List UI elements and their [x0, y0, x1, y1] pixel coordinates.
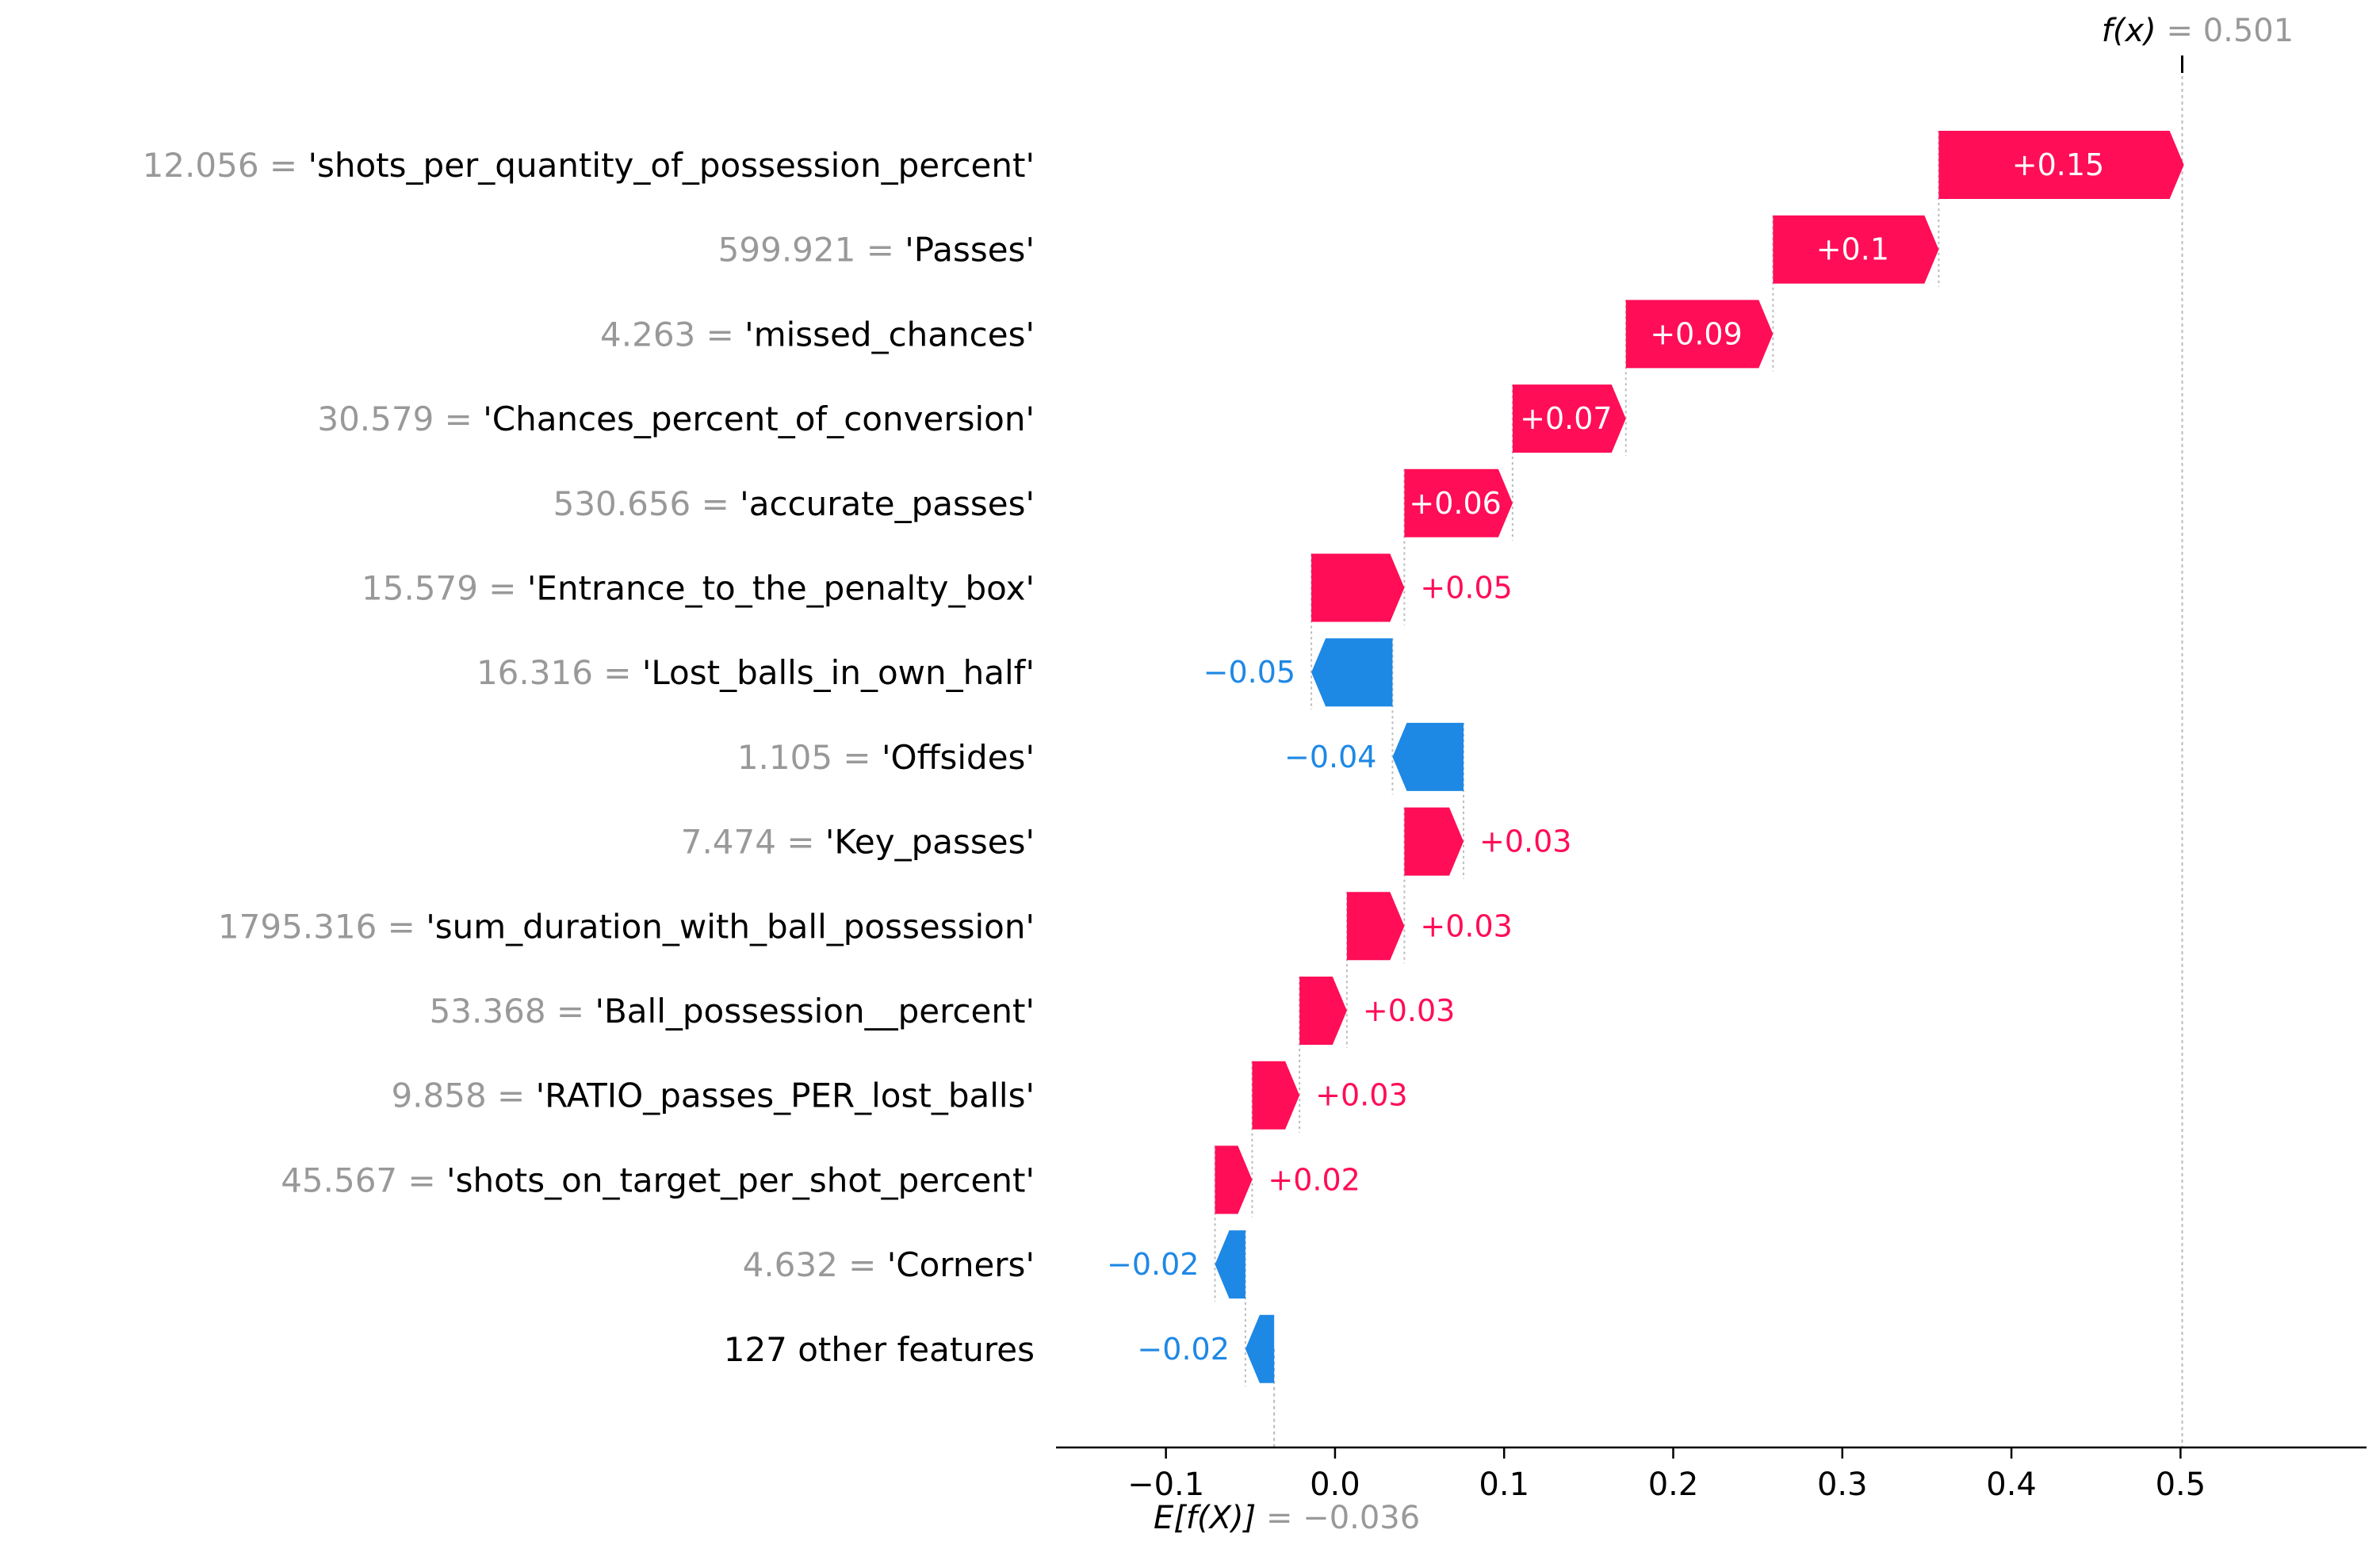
x-tick-label: −0.1 — [1127, 1466, 1204, 1503]
feature-labels: 12.056 = 'shots_per_quantity_of_possessi… — [143, 146, 1035, 1369]
feature-name: 127 other features — [724, 1330, 1035, 1369]
bar-13 — [1215, 1145, 1253, 1214]
feature-name: 'shots_per_quantity_of_possession_percen… — [308, 146, 1035, 185]
bar-label-10: +0.03 — [1420, 908, 1512, 943]
feature-name: 'Ball_possession__percent' — [595, 992, 1035, 1031]
bar-label-15: −0.02 — [1137, 1332, 1229, 1367]
x-tick-label: 0.4 — [1986, 1466, 2037, 1503]
feature-name: 'Passes' — [905, 231, 1035, 270]
bar-4 — [1512, 384, 1626, 453]
bar-15 — [1245, 1314, 1275, 1383]
bar-label-7: −0.05 — [1203, 655, 1295, 690]
bar-3 — [1625, 300, 1774, 369]
base-label-value: = −0.036 — [1256, 1500, 1420, 1536]
feature-name: 'RATIO_passes_PER_lost_balls' — [536, 1076, 1035, 1115]
guide-lines — [1214, 55, 2184, 1447]
feature-value: 15.579 = — [362, 569, 527, 608]
feature-label-11: 53.368 = 'Ball_possession__percent' — [430, 992, 1035, 1031]
bar-label-1: +0.15 — [2012, 147, 2104, 182]
feature-value: 4.263 = — [600, 315, 744, 354]
feature-name: 'Lost_balls_in_own_half' — [642, 653, 1035, 692]
feature-label-15: 127 other features — [724, 1330, 1035, 1369]
feature-name: 'shots_on_target_per_shot_percent' — [446, 1161, 1035, 1199]
feature-value: 530.656 = — [553, 484, 740, 523]
fx-label-value: = 0.501 — [2156, 13, 2294, 49]
feature-label-4: 30.579 = 'Chances_percent_of_conversion' — [317, 400, 1035, 438]
feature-label-7: 16.316 = 'Lost_balls_in_own_half' — [476, 653, 1035, 692]
feature-value: 4.632 = — [743, 1245, 887, 1284]
bar-value-labels: +0.15 +0.1 +0.09 +0.07 +0.06 +0.05 −0.05 −0.04 +… — [1107, 147, 2104, 1367]
bar-label-2: +0.1 — [1816, 232, 1889, 267]
bar-label-12: +0.03 — [1315, 1078, 1407, 1113]
feature-label-2: 599.921 = 'Passes' — [718, 231, 1035, 270]
x-tick-label: 0.0 — [1310, 1466, 1360, 1503]
feature-value: 9.858 = — [391, 1076, 535, 1115]
feature-value: 30.579 = — [317, 400, 483, 438]
feature-label-5: 530.656 = 'accurate_passes' — [553, 484, 1035, 523]
feature-value: 1.105 = — [737, 738, 882, 777]
fx-label-prefix: f(x) — [2102, 13, 2156, 49]
bar-5 — [1404, 468, 1513, 537]
feature-name: 'Entrance_to_the_penalty_box' — [527, 569, 1035, 608]
feature-value: 599.921 = — [718, 231, 905, 270]
feature-value: 1795.316 = — [218, 907, 426, 946]
bar-label-4: +0.07 — [1520, 401, 1612, 436]
feature-name: 'Corners' — [887, 1245, 1035, 1284]
feature-value: 12.056 = — [143, 146, 308, 185]
bar-label-3: +0.09 — [1650, 316, 1742, 351]
base-label-prefix: E[f(X)] — [1154, 1500, 1256, 1536]
base-value-label: E[f(X)] = −0.036 — [1154, 1500, 1420, 1536]
bar-11 — [1299, 977, 1347, 1045]
feature-label-14: 4.632 = 'Corners' — [743, 1245, 1035, 1284]
bar-label-5: +0.06 — [1409, 486, 1501, 521]
bar-7 — [1311, 638, 1393, 707]
bar-12 — [1252, 1061, 1300, 1130]
bar-10 — [1346, 892, 1405, 961]
x-tick-label: 0.3 — [1817, 1466, 1868, 1503]
feature-label-10: 1795.316 = 'sum_duration_with_ball_posse… — [218, 907, 1035, 946]
feature-label-9: 7.474 = 'Key_passes' — [681, 823, 1035, 862]
feature-value: 45.567 = — [281, 1161, 446, 1199]
x-axis: −0.1 0.0 0.1 0.2 0.3 0.4 0.5 — [1056, 1446, 2367, 1503]
feature-label-8: 1.105 = 'Offsides' — [737, 738, 1035, 777]
feature-name: 'accurate_passes' — [740, 484, 1035, 523]
feature-name: 'Offsides' — [882, 738, 1035, 777]
feature-value: 7.474 = — [681, 823, 825, 862]
feature-name: 'Chances_percent_of_conversion' — [483, 400, 1035, 438]
bar-2 — [1773, 215, 1939, 284]
bar-label-8: −0.04 — [1284, 740, 1376, 774]
bar-8 — [1392, 722, 1464, 791]
feature-value: 16.316 = — [476, 653, 642, 692]
feature-label-6: 15.579 = 'Entrance_to_the_penalty_box' — [362, 569, 1035, 608]
bar-1 — [1938, 131, 2184, 199]
feature-label-3: 4.263 = 'missed_chances' — [600, 315, 1035, 354]
bar-14 — [1215, 1230, 1245, 1299]
feature-name: 'missed_chances' — [744, 315, 1035, 354]
x-tick-label: 0.2 — [1648, 1466, 1699, 1503]
bar-label-13: +0.02 — [1268, 1162, 1360, 1197]
x-tick-label: 0.5 — [2156, 1466, 2206, 1503]
bar-label-6: +0.05 — [1420, 571, 1512, 606]
feature-label-12: 9.858 = 'RATIO_passes_PER_lost_balls' — [391, 1076, 1035, 1115]
x-tick-label: 0.1 — [1479, 1466, 1529, 1503]
bar-9 — [1404, 807, 1464, 876]
bars — [1215, 131, 2184, 1383]
feature-label-1: 12.056 = 'shots_per_quantity_of_possessi… — [143, 146, 1035, 185]
feature-value: 53.368 = — [430, 992, 595, 1031]
bar-label-11: +0.03 — [1363, 993, 1455, 1028]
bar-6 — [1311, 553, 1405, 622]
feature-name: 'Key_passes' — [825, 823, 1035, 862]
feature-name: 'sum_duration_with_ball_possession' — [426, 907, 1035, 946]
fx-label: f(x) = 0.501 — [2102, 13, 2294, 49]
feature-label-13: 45.567 = 'shots_on_target_per_shot_perce… — [281, 1161, 1035, 1199]
bar-label-14: −0.02 — [1107, 1247, 1199, 1282]
bar-label-9: +0.03 — [1479, 824, 1571, 859]
